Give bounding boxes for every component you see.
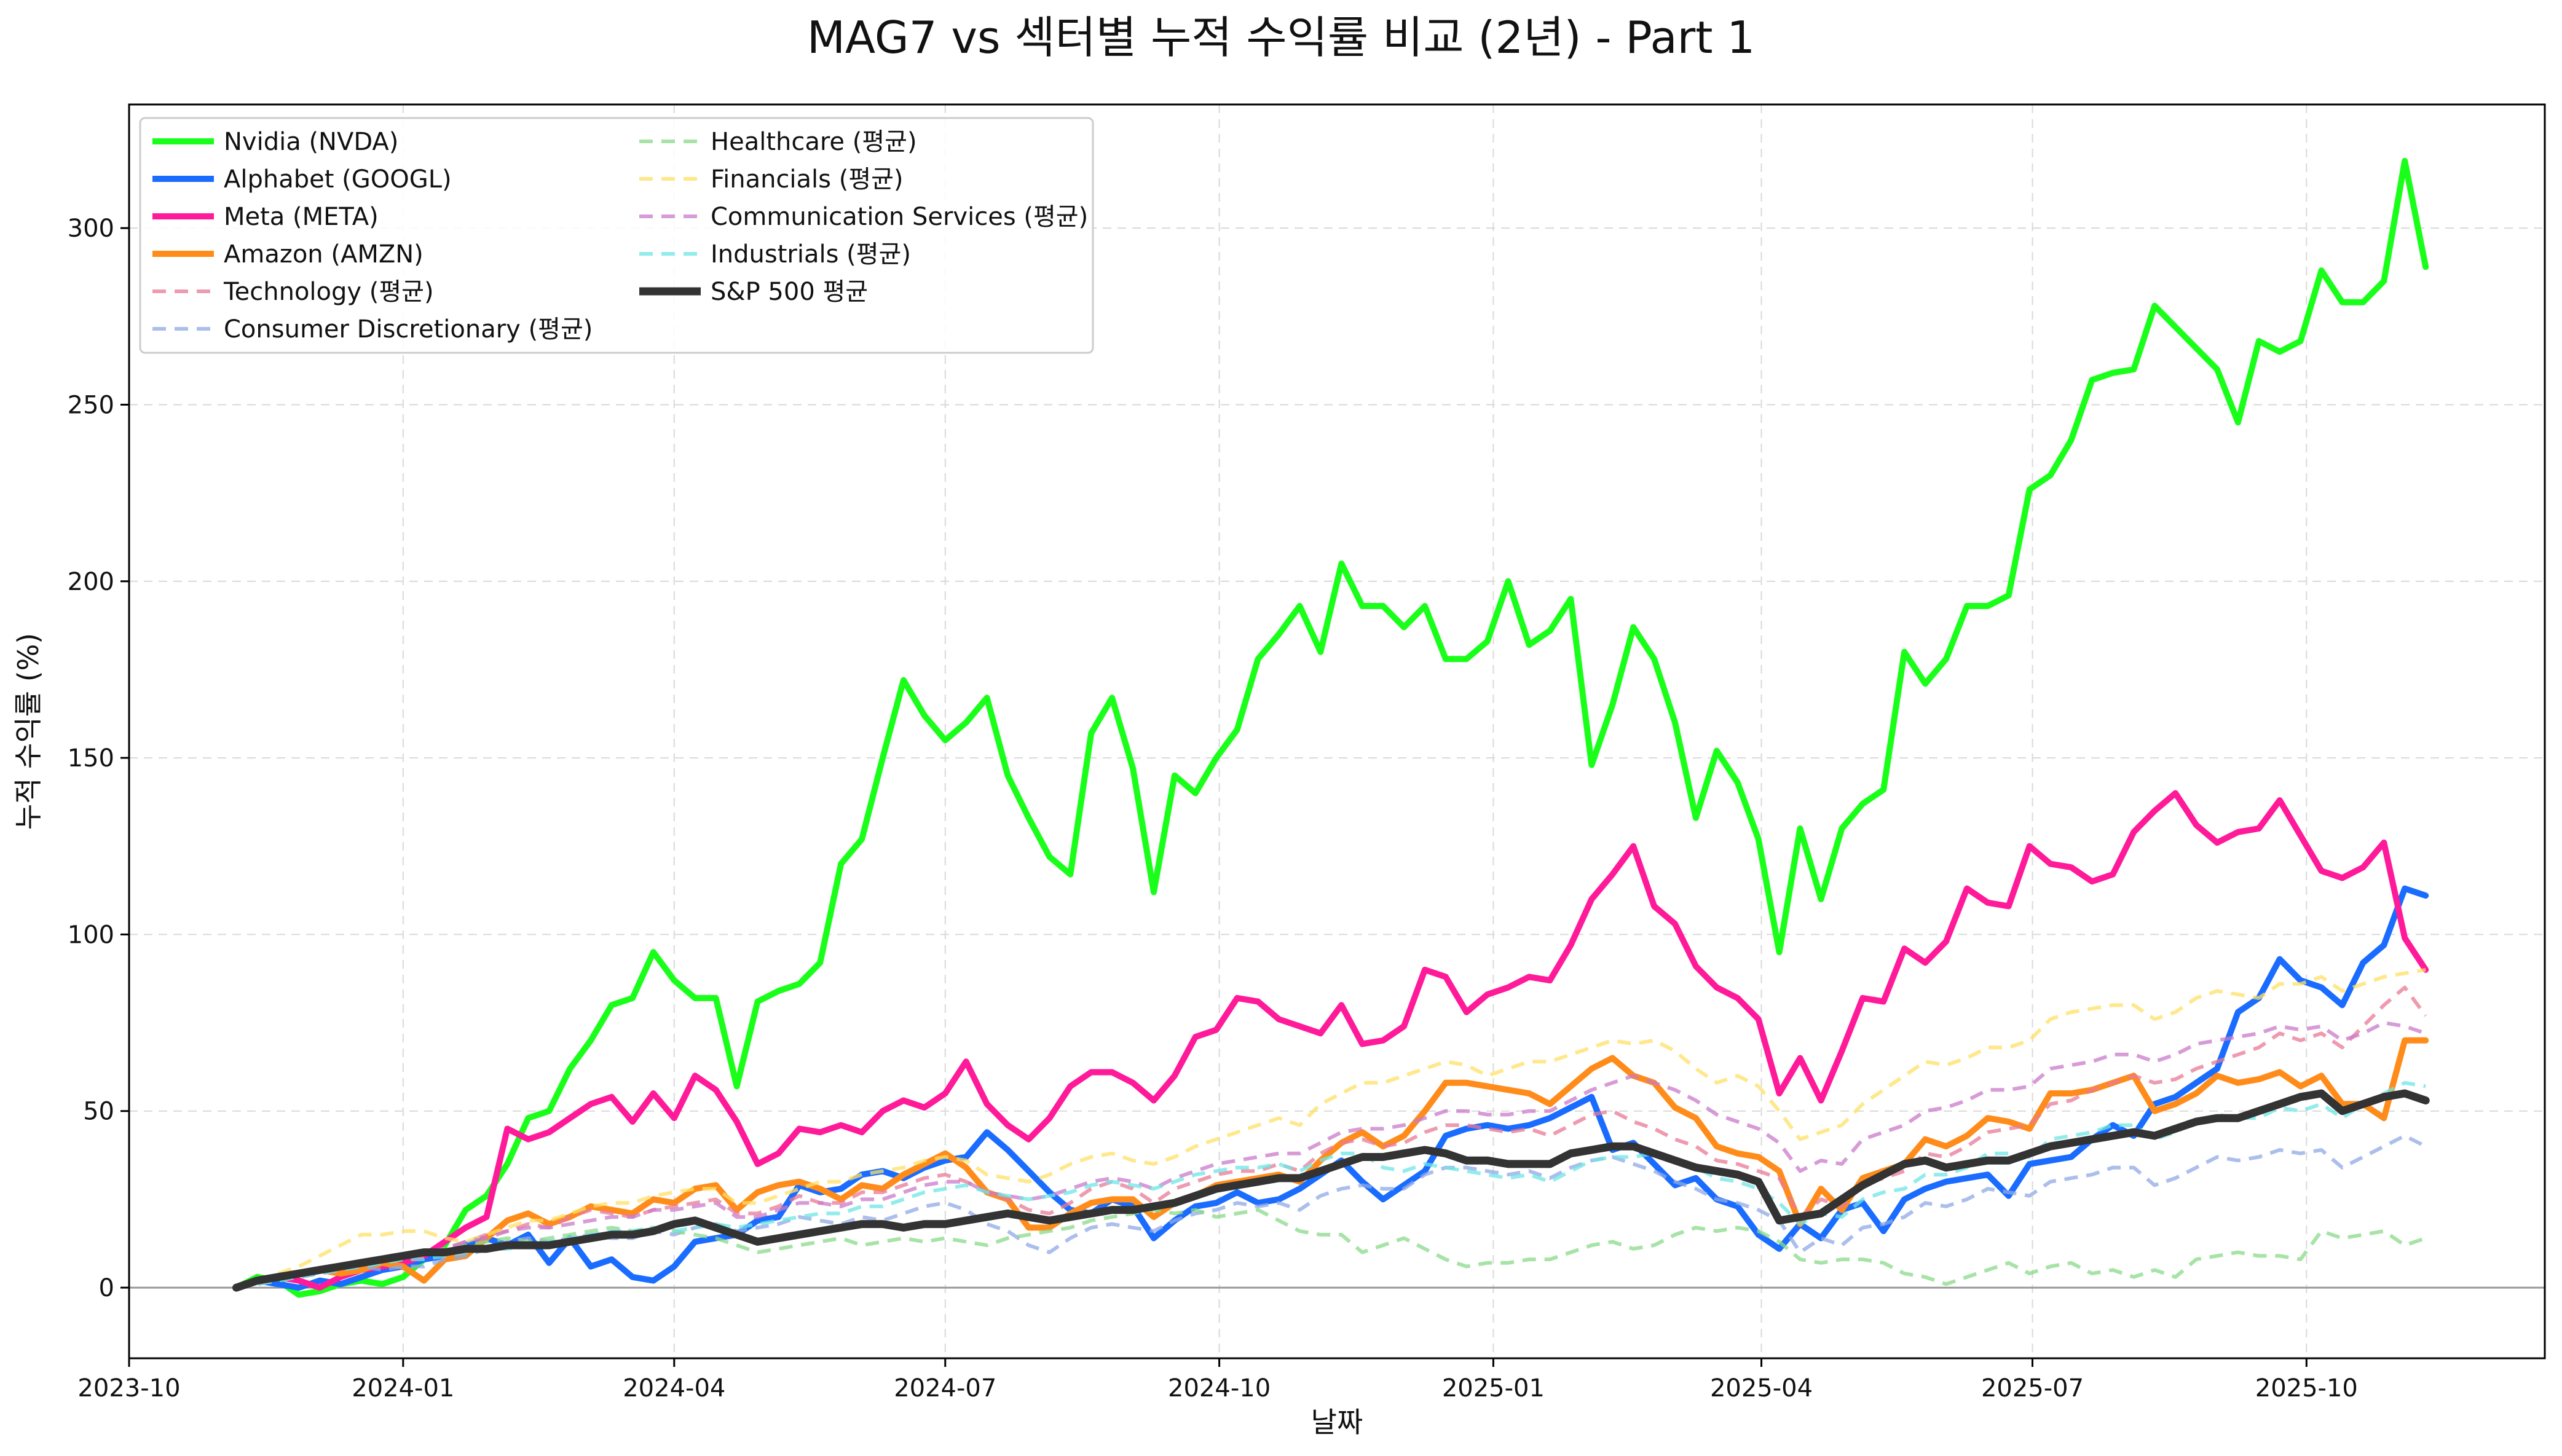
legend-label: Alphabet (GOOGL) <box>224 165 452 194</box>
series-lines <box>232 157 2430 1298</box>
legend: Nvidia (NVDA) Alphabet (GOOGL) Meta (META)… <box>139 117 1094 354</box>
y-axis-label: 누적 수익률 (%) <box>12 633 45 830</box>
y-tick-label: 250 <box>68 391 114 419</box>
legend-label: Meta (META) <box>224 203 379 231</box>
y-tick-label: 100 <box>68 921 114 949</box>
legend-label: Nvidia (NVDA) <box>224 128 398 156</box>
y-axis-ticks: 0 50 100 150 200 250 300 <box>68 214 129 1302</box>
x-axis-label: 날짜 <box>1311 1406 1363 1439</box>
legend-label: Healthcare (평균) <box>711 128 917 156</box>
y-tick-label: 150 <box>68 744 114 773</box>
x-tick-label: 2025-01 <box>1442 1374 1545 1403</box>
y-tick-label: 50 <box>83 1098 114 1126</box>
series-line-meta-meta <box>233 790 2429 1291</box>
x-tick-label: 2024-01 <box>352 1374 454 1403</box>
series-line-technology <box>235 985 2427 1289</box>
x-tick-label: 2024-10 <box>1168 1374 1271 1403</box>
chart-title: MAG7 vs 섹터별 누적 수익률 비교 (2년) - Part 1 <box>807 12 1755 63</box>
legend-label: Communication Services (평균) <box>711 203 1088 231</box>
y-tick-label: 200 <box>68 568 114 596</box>
plot-frame <box>128 103 2546 1360</box>
series-line-nvidia-nvda <box>233 157 2429 1298</box>
legend-label: Technology (평균) <box>223 278 434 306</box>
legend-label: Amazon (AMZN) <box>224 240 424 269</box>
x-tick-label: 2025-07 <box>1981 1374 2084 1403</box>
legend-label: S&P 500 평균 <box>711 278 868 306</box>
legend-label: Industrials (평균) <box>711 240 911 269</box>
x-tick-label: 2025-04 <box>1710 1374 1813 1403</box>
x-tick-label: 2024-04 <box>623 1374 725 1403</box>
legend-box <box>139 117 1094 354</box>
x-tick-label: 2023-10 <box>77 1374 180 1403</box>
y-tick-label: 0 <box>99 1274 114 1302</box>
legend-label: Financials (평균) <box>711 165 904 194</box>
series-line-amazon-amzn <box>233 1037 2429 1291</box>
x-tick-label: 2025-10 <box>2255 1374 2358 1403</box>
x-axis-ticks: 2023-10 2024-01 2024-04 2024-07 2024-10 2025-… <box>77 1358 2358 1403</box>
x-tick-label: 2024-07 <box>894 1374 996 1403</box>
y-tick-label: 300 <box>68 214 114 243</box>
series-line-s-p-500 <box>232 1089 2430 1292</box>
series-line-financials <box>235 967 2426 1289</box>
series-line-communication-services <box>235 1021 2427 1290</box>
legend-label: Consumer Discretionary (평균) <box>224 315 593 344</box>
series-line-industrials <box>235 1080 2426 1290</box>
